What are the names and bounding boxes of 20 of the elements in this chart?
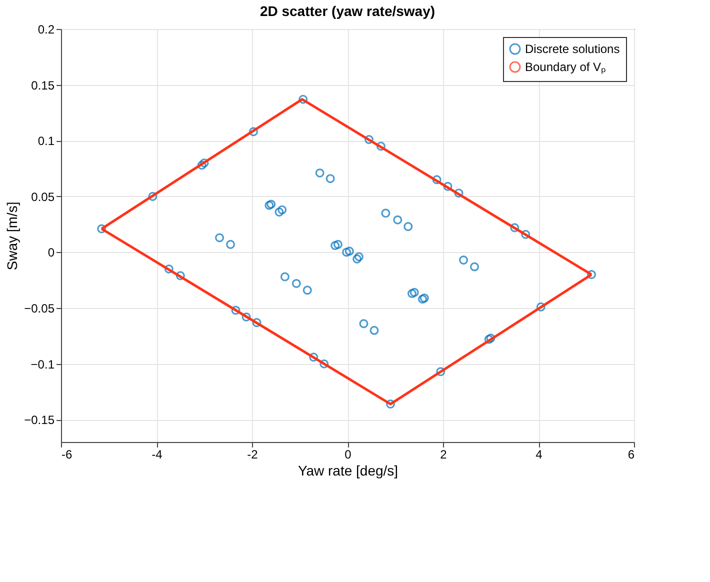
x-tick-label: -6 (62, 448, 72, 462)
x-tick-label: -2 (247, 448, 258, 462)
x-tick-label: 4 (536, 448, 543, 462)
legend-label: Boundary of Vₚ (525, 60, 606, 74)
x-tick-label: -4 (152, 448, 163, 462)
y-tick-label: 0.15 (31, 78, 55, 92)
chart-title: 2D scatter (yaw rate/sway) (260, 3, 436, 19)
x-tick-label: 6 (628, 448, 635, 462)
legend-label: Discrete solutions (525, 42, 620, 56)
y-tick-label: 0 (48, 246, 55, 260)
y-tick-label: 0.1 (38, 134, 55, 148)
y-tick-label: −0.05 (24, 302, 55, 316)
x-axis-title: Yaw rate [deg/s] (298, 462, 398, 478)
y-tick-label: −0.1 (30, 357, 55, 372)
y-tick-label: 0.05 (31, 190, 55, 204)
y-axis-title: Sway [m/s] (4, 202, 20, 270)
y-tick-label: −0.15 (24, 413, 55, 428)
x-tick-label: 0 (344, 448, 352, 462)
y-tick-label: 0.2 (38, 22, 55, 36)
x-tick-label: 2 (440, 448, 448, 462)
